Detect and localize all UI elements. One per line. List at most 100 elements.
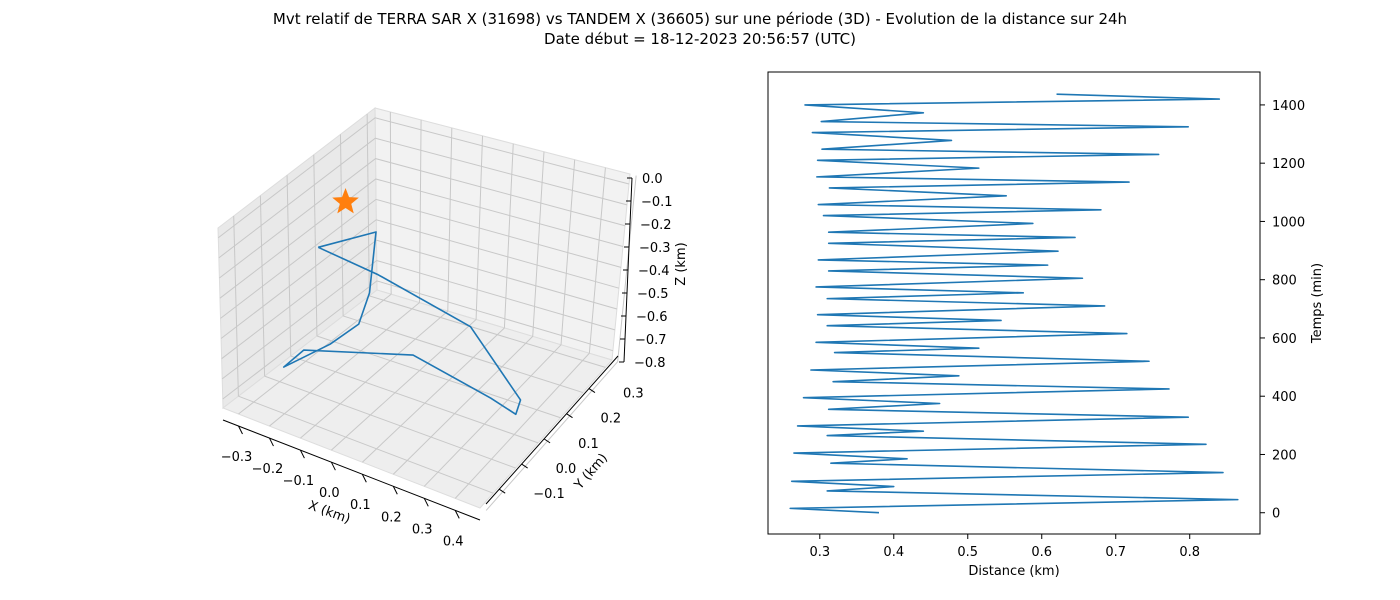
x-axis-ticks-2d: 0.3 0.4 0.5 0.6 0.7 0.8 [809,534,1200,560]
z-tick-label-3d: −0.1 [641,195,673,210]
y-tick-label-2d: 1400 [1272,99,1305,114]
grid-line [264,375,516,469]
z-tick-label-3d: −0.4 [638,264,670,279]
x-tick-label-3d: −0.2 [252,462,284,477]
x-axis-label-3d: X (km) [306,498,352,527]
distance-series-line [789,93,1239,514]
y-tick-label-3d: −0.1 [533,487,565,502]
grid-3d [217,111,637,511]
x-axis-line-3d [222,419,481,521]
y-tick-label-2d: 1000 [1272,215,1305,230]
chart-title-line-1: Mvt relatif de TERRA SAR X (31698) vs TA… [273,10,1127,28]
z-tick-label-3d: 0.0 [642,172,663,187]
grid-line [423,344,562,487]
star-marker [332,187,359,214]
grid-line [221,239,618,360]
x-tick-label-2d: 0.3 [809,545,830,560]
z-tick-label-3d: −0.3 [639,241,671,256]
y-axis-label-3d: Y (km) [571,451,611,494]
grid-line [454,352,590,499]
x-axis-label-2d: Distance (km) [968,564,1059,579]
x-tick-3d [330,461,336,471]
z-tick-label-3d: −0.8 [634,356,666,371]
grid-line [342,315,584,394]
y-tick-3d [566,413,573,419]
x-tick-3d [238,425,243,435]
y-tick-3d [543,438,551,444]
chart-title-line-2: Date début = 18-12-2023 20:56:57 (UTC) [544,30,856,48]
grid-line [369,295,606,368]
plot-3d-relative-motion: −0.3−0.2−0.10.00.10.20.30.4−0.10.00.10.2… [217,106,689,549]
x-tick-3d [454,510,460,519]
trajectory-line [282,231,522,416]
x-tick-label-2d: 0.7 [1105,545,1126,560]
y-tick-label-3d: 0.2 [601,412,622,427]
y-tick-3d [588,388,596,393]
z-tick-label-3d: −0.7 [635,333,667,348]
y-axis-line-3d [485,355,619,505]
x-tick-label-2d: 0.6 [1031,545,1052,560]
grid-line [220,219,620,339]
x-tick-label-3d: 0.3 [412,522,433,537]
grid-line [339,134,344,316]
x-tick-label-2d: 0.5 [957,545,978,560]
grid-line [217,117,630,239]
z-tick-label-3d: −0.5 [637,287,669,302]
grid-line [361,327,505,463]
grid-line [220,198,622,319]
grid-line [617,175,637,362]
y-tick-label-2d: 800 [1272,274,1297,289]
grid-line [259,195,266,377]
x-tick-label-3d: 0.2 [381,510,402,525]
z-axis-label-3d: Z (km) [674,242,689,285]
grid-line [392,336,534,475]
y-axis-ticks-2d: 0 200 400 600 800 1000 1200 1400 [1260,99,1305,522]
y-tick-label-3d: 0.1 [578,437,599,452]
x-tick-3d [268,437,274,447]
y-tick-label-2d: 400 [1272,390,1297,405]
grid-line [331,319,477,451]
x-tick-label-3d: −0.1 [283,474,315,489]
grid-line [233,215,239,397]
grid-line [300,310,449,439]
plot-distance-vs-time: 0.3 0.4 0.5 0.6 0.7 0.8 0 200 400 600 800 1000 1200… [767,71,1325,579]
grid-line [286,175,292,357]
x-tick-3d [299,449,305,459]
y-axis-label-2d: Temps (min) [1310,263,1325,344]
pane-floor [221,289,613,509]
grid-line [221,259,616,380]
x-tick-label-3d: 0.1 [350,498,371,513]
grid-line [222,280,614,400]
x-tick-label-3d: 0.0 [319,486,340,501]
trajectory-3d [282,231,522,416]
x-tick-label-2d: 0.8 [1179,545,1200,560]
y-tick-label-3d: 0.0 [556,462,577,477]
z-tick-label-3d: −0.2 [640,218,672,233]
grid-line [219,158,626,279]
x-tick-3d [361,473,367,483]
x-tick-label-3d: 0.4 [443,534,464,549]
axes-3d: −0.3−0.2−0.10.00.10.20.30.4−0.10.00.10.2… [221,172,673,549]
y-tick-label-2d: 0 [1272,507,1280,522]
reference-marker [332,187,359,214]
x-tick-label-3d: −0.3 [221,450,253,465]
y-tick-label-2d: 200 [1272,448,1297,463]
y-tick-label-2d: 1200 [1272,157,1305,172]
grid-line [485,361,619,511]
z-tick-label-3d: −0.6 [636,310,668,325]
x-tick-3d [392,486,398,495]
grid-line [219,178,624,299]
grid-line [366,113,370,296]
y-tick-label-3d: 0.3 [623,387,644,402]
x-tick-3d [423,498,429,507]
y-tick-3d [521,463,528,469]
grid-line [313,154,318,337]
grid-line [218,137,628,259]
x-tick-label-2d: 0.4 [883,545,904,560]
y-tick-3d [498,488,506,494]
grid-line [290,355,539,444]
y-tick-label-2d: 600 [1272,332,1297,347]
grid-line [238,395,494,494]
grid-line [238,293,392,415]
